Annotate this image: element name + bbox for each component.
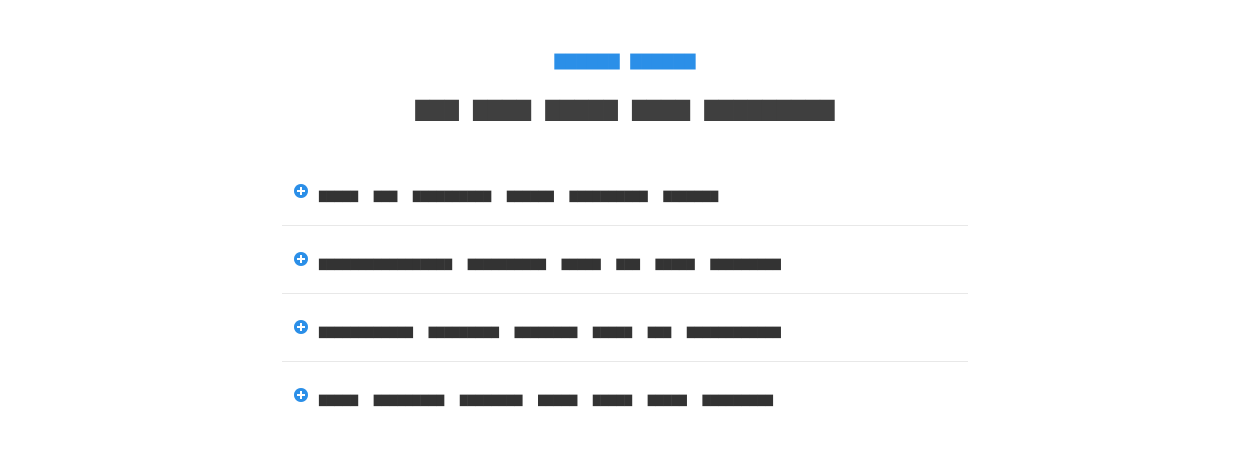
plus-circle-icon[interactable] [294,320,308,334]
plus-circle-icon[interactable] [294,184,308,198]
faq-list: ▆▆▆▆▆ ▆▆▆ ▆▆▆▆▆▆▆▆▆▆ ▆▆▆▆▆▆ ▆▆▆▆▆▆▆▆▆▆ ▆… [282,158,968,429]
faq-item[interactable]: ▆▆▆▆▆ ▆▆▆▆▆▆▆▆▆ ▆▆▆▆▆▆▆▆ ▆▆▆▆▆ ▆▆▆▆▆ ▆▆▆… [282,362,968,429]
plus-circle-icon[interactable] [294,388,308,402]
faq-item[interactable]: ▆▆▆▆▆▆▆▆▆▆▆▆ ▆▆▆▆▆▆▆▆▆ ▆▆▆▆▆▆▆▆ ▆▆▆▆▆ ▆▆… [282,294,968,362]
faq-question[interactable]: ▆▆▆▆▆ ▆▆▆ ▆▆▆▆▆▆▆▆▆▆ ▆▆▆▆▆▆ ▆▆▆▆▆▆▆▆▆▆ ▆… [319,188,719,203]
section-eyebrow: ▆▆▆▆▆▆ ▆▆▆▆▆▆ [554,49,696,70]
faq-item[interactable]: ▆▆▆▆▆ ▆▆▆ ▆▆▆▆▆▆▆▆▆▆ ▆▆▆▆▆▆ ▆▆▆▆▆▆▆▆▆▆ ▆… [282,158,968,226]
faq-question[interactable]: ▆▆▆▆▆▆▆▆▆▆▆▆ ▆▆▆▆▆▆▆▆▆ ▆▆▆▆▆▆▆▆ ▆▆▆▆▆ ▆▆… [319,324,781,339]
faq-question[interactable]: ▆▆▆▆▆ ▆▆▆▆▆▆▆▆▆ ▆▆▆▆▆▆▆▆ ▆▆▆▆▆ ▆▆▆▆▆ ▆▆▆… [319,392,773,407]
faq-item[interactable]: ▆▆▆▆▆▆▆▆▆▆▆▆▆▆▆▆▆ ▆▆▆▆▆▆▆▆▆▆ ▆▆▆▆▆ ▆▆▆ ▆… [282,226,968,294]
page-title: ▆▆▆ ▆▆▆▆ ▆▆▆▆▆ ▆▆▆▆ ▆▆▆▆▆▆▆▆▆ [415,93,835,121]
plus-circle-icon[interactable] [294,252,308,266]
faq-question[interactable]: ▆▆▆▆▆▆▆▆▆▆▆▆▆▆▆▆▆ ▆▆▆▆▆▆▆▆▆▆ ▆▆▆▆▆ ▆▆▆ ▆… [319,256,781,271]
